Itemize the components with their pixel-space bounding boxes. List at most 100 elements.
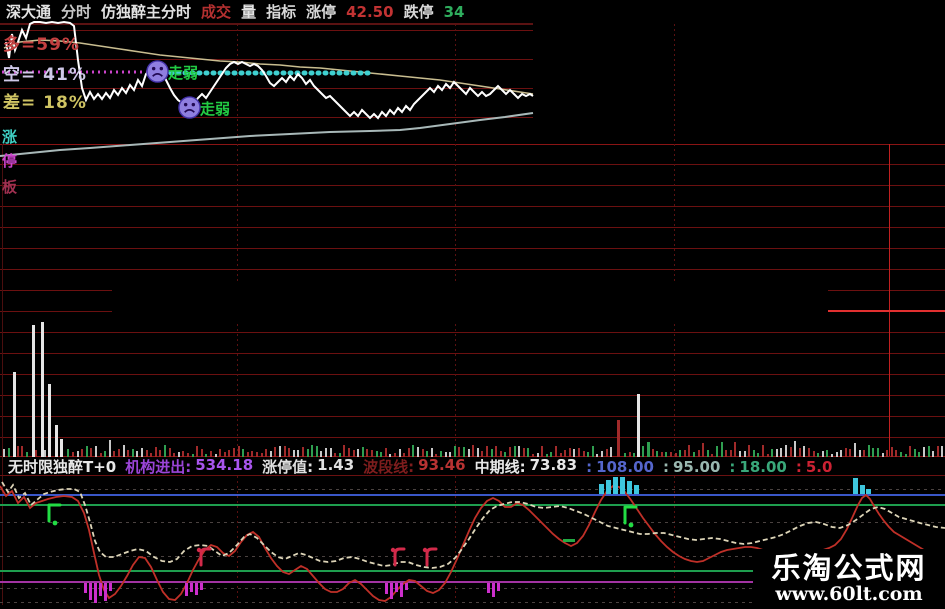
stat-label-0: 多=59%: [3, 35, 80, 55]
indicator-field-8[interactable]: :5.0: [796, 458, 833, 475]
volume-bar: [72, 452, 74, 457]
volume-bar: [840, 450, 842, 457]
volume-bar: [440, 451, 442, 457]
volume-bar: [937, 446, 939, 457]
volume-bar: [757, 453, 759, 457]
volume-bar: [596, 454, 598, 457]
menu-item-6[interactable]: 涨停: [306, 3, 337, 21]
volume-bar: [302, 447, 304, 457]
volume-bar: [868, 445, 870, 457]
magenta-histogram-bar: [94, 583, 97, 603]
volume-bar: [228, 450, 230, 457]
volume-bar: [578, 448, 580, 457]
volume-bar: [624, 453, 626, 457]
volume-bar: [845, 448, 847, 457]
volume-bar: [32, 325, 35, 457]
watermark-url: www.60lt.com: [775, 583, 923, 606]
volume-bar: [546, 454, 548, 457]
mid-gridline: [0, 395, 945, 396]
menu-item-9[interactable]: 34: [443, 2, 465, 21]
menu-item-2[interactable]: 仿独醉主分时: [101, 3, 192, 21]
indicator-field-4[interactable]: 中期线: 73.83: [475, 458, 577, 475]
volume-bar: [113, 451, 115, 457]
indicator-field-1[interactable]: 机构进出: 534.18: [125, 458, 253, 475]
menu-item-7[interactable]: 42.50: [346, 2, 394, 21]
volume-bar: [201, 449, 203, 457]
volume-bar: [785, 445, 787, 457]
indicator-field-0[interactable]: 无时限独醉T+0: [8, 458, 116, 475]
volume-bar: [688, 445, 690, 457]
indicator-field-value: 1.43: [317, 458, 355, 474]
top-gridline: [0, 117, 533, 118]
volume-bar: [380, 452, 382, 457]
menu-item-4[interactable]: 量: [241, 3, 257, 21]
volume-bar: [141, 448, 143, 457]
volume-bar: [817, 453, 819, 457]
volume-bar: [288, 448, 290, 457]
magenta-histogram-bar: [390, 583, 393, 599]
volume-bar: [702, 443, 704, 457]
mid-gridline: [0, 227, 945, 228]
volume-bar: [357, 449, 359, 457]
magenta-histogram-bar: [195, 583, 198, 595]
volume-bar: [238, 446, 240, 457]
indicator-field-label: :: [662, 458, 669, 475]
volume-bar: [895, 450, 897, 457]
volume-bar: [877, 448, 879, 457]
indicator-field-6[interactable]: :95.00: [663, 458, 720, 475]
menu-item-8[interactable]: 跌停: [403, 3, 434, 21]
volume-bar: [836, 452, 838, 457]
volume-bar: [196, 446, 198, 457]
mid-gridline: [0, 374, 945, 375]
menu-item-3[interactable]: 成交: [201, 3, 232, 21]
volume-bar: [914, 449, 916, 457]
stat-label-2: 差= 18%: [3, 93, 87, 113]
cyan-histogram-bar: [620, 477, 625, 494]
dotted-reference-line: [0, 522, 945, 523]
volume-bar: [182, 451, 184, 457]
green-tick-mark: [563, 539, 575, 542]
indicator-field-5[interactable]: :108.00: [586, 458, 654, 475]
volume-bar: [67, 449, 69, 457]
mid-gridline: [0, 144, 945, 145]
magenta-histogram-bar: [190, 583, 193, 592]
reference-line: [0, 504, 945, 506]
volume-bar: [744, 451, 746, 457]
volume-bar: [215, 454, 217, 457]
volume-bar: [849, 449, 851, 457]
sad-face-icon: [178, 96, 201, 119]
header-divider: [0, 23, 533, 25]
indicator-field-7[interactable]: :18.00: [729, 458, 786, 475]
cyan-histogram-bar: [613, 477, 618, 494]
volume-bar: [486, 446, 488, 457]
vertical-gridline: [237, 24, 238, 456]
cyan-histogram-bar: [853, 478, 858, 494]
blacked-out-region: [112, 283, 828, 323]
volume-bar: [822, 451, 824, 457]
bottom-panel-border: [0, 475, 945, 476]
volume-bar: [491, 449, 493, 457]
volume-bar: [408, 448, 410, 457]
magenta-histogram-bar: [497, 583, 500, 591]
indicator-field-2[interactable]: 涨停值: 1.43: [262, 458, 354, 475]
face-label-0: 走弱: [168, 64, 199, 82]
volume-bar: [265, 449, 267, 457]
volume-bar: [900, 452, 902, 457]
volume-bar: [606, 449, 608, 457]
volume-bar: [279, 446, 281, 457]
menu-item-0[interactable]: 深大通: [6, 3, 52, 21]
volume-bar: [523, 448, 525, 457]
menu-item-1[interactable]: 分时: [61, 3, 92, 21]
volume-bar: [261, 453, 263, 457]
indicator-field-value: 108.00: [596, 458, 654, 475]
menu-item-5[interactable]: 指标: [266, 3, 297, 21]
volume-bar: [426, 451, 428, 457]
volume-bar: [104, 451, 106, 457]
volume-bar: [762, 445, 764, 457]
volume-bar: [284, 446, 286, 457]
volume-bar: [270, 451, 272, 457]
dotted-reference-line: [0, 489, 945, 490]
volume-bar: [583, 451, 585, 457]
volume-bar: [274, 447, 276, 457]
indicator-field-3[interactable]: 波段线: 93.46: [363, 458, 465, 475]
